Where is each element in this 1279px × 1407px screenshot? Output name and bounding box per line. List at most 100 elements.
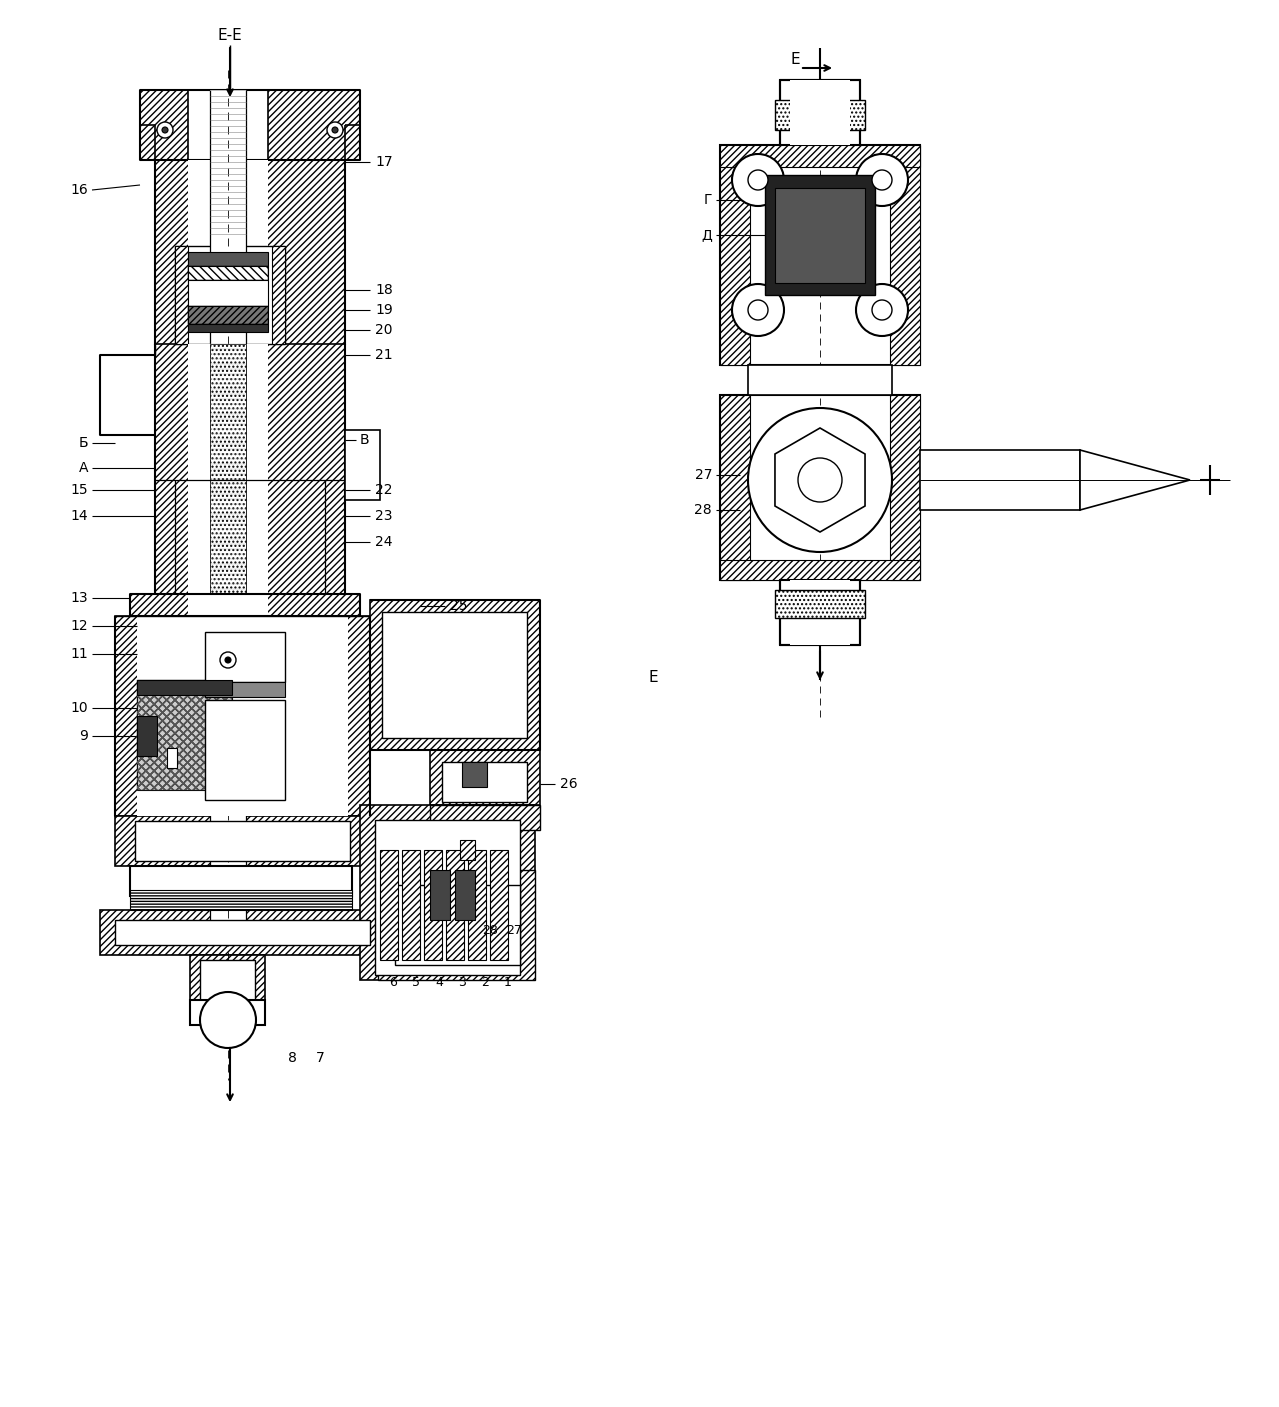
Text: 7: 7 xyxy=(316,1051,325,1065)
Bar xyxy=(890,395,920,580)
Bar xyxy=(130,891,352,910)
Circle shape xyxy=(748,170,767,190)
Circle shape xyxy=(732,284,784,336)
Text: Е-Е: Е-Е xyxy=(217,28,243,42)
Polygon shape xyxy=(775,428,865,532)
Text: 27: 27 xyxy=(694,469,712,483)
Circle shape xyxy=(225,657,231,663)
Bar xyxy=(155,343,345,594)
Circle shape xyxy=(856,153,908,205)
Bar xyxy=(382,612,527,739)
Bar xyxy=(402,850,420,960)
Bar xyxy=(115,920,370,946)
Text: Е: Е xyxy=(790,52,799,68)
Text: 16: 16 xyxy=(70,183,88,197)
Text: 12: 12 xyxy=(70,619,88,633)
Bar xyxy=(920,450,1079,509)
Text: 22: 22 xyxy=(375,483,393,497)
Bar xyxy=(780,80,859,145)
Text: 11: 11 xyxy=(70,647,88,661)
Text: 26: 26 xyxy=(560,777,578,791)
Text: 23: 23 xyxy=(375,509,393,523)
Bar xyxy=(130,865,352,896)
Bar xyxy=(188,280,269,305)
Bar xyxy=(191,1000,265,1026)
Bar xyxy=(380,850,398,960)
Text: Д: Д xyxy=(701,228,712,242)
Circle shape xyxy=(872,170,891,190)
Text: 6: 6 xyxy=(389,975,396,989)
Circle shape xyxy=(162,127,168,134)
Bar xyxy=(188,324,269,332)
Text: Е: Е xyxy=(648,671,657,685)
Bar xyxy=(720,560,920,580)
Bar xyxy=(790,580,851,644)
Bar xyxy=(720,395,920,580)
Circle shape xyxy=(748,300,767,319)
Bar xyxy=(462,763,487,787)
Text: А: А xyxy=(78,461,88,476)
Bar xyxy=(780,580,859,644)
Polygon shape xyxy=(1079,450,1189,509)
Circle shape xyxy=(200,992,256,1048)
Bar xyxy=(137,680,231,789)
Bar xyxy=(136,822,350,861)
Text: 24: 24 xyxy=(375,535,393,549)
Text: В: В xyxy=(359,433,370,447)
Circle shape xyxy=(872,300,891,319)
Bar xyxy=(139,90,359,160)
Bar xyxy=(205,682,285,696)
Bar xyxy=(890,145,920,364)
Text: Б: Б xyxy=(78,436,88,450)
Bar xyxy=(191,955,265,1005)
Bar xyxy=(790,80,851,145)
Bar xyxy=(137,616,348,816)
Bar xyxy=(430,750,540,805)
Bar xyxy=(205,632,285,682)
Bar xyxy=(188,305,269,324)
Bar xyxy=(455,870,475,920)
Circle shape xyxy=(220,651,237,668)
Bar xyxy=(460,840,475,860)
Text: 28: 28 xyxy=(694,502,712,516)
Circle shape xyxy=(798,459,842,502)
Text: 10: 10 xyxy=(70,701,88,715)
Bar xyxy=(720,145,920,364)
Bar xyxy=(115,816,370,865)
Text: 15: 15 xyxy=(70,483,88,497)
Bar xyxy=(443,763,527,802)
Bar xyxy=(765,174,875,295)
Bar xyxy=(720,395,749,580)
Text: 2: 2 xyxy=(481,975,489,989)
Bar xyxy=(100,910,385,955)
Text: 19: 19 xyxy=(375,303,393,317)
Bar xyxy=(168,749,177,768)
Bar xyxy=(720,145,920,167)
Bar xyxy=(775,100,865,129)
Circle shape xyxy=(333,127,338,134)
Bar xyxy=(137,680,231,789)
Bar xyxy=(137,680,231,695)
Bar xyxy=(188,252,269,266)
Bar xyxy=(490,850,508,960)
Bar xyxy=(345,431,380,499)
Bar xyxy=(370,599,540,750)
Text: 1: 1 xyxy=(504,975,512,989)
Text: 21: 21 xyxy=(375,348,393,362)
Circle shape xyxy=(327,122,343,138)
Text: 5: 5 xyxy=(412,975,420,989)
Bar xyxy=(130,594,359,616)
Bar xyxy=(210,343,246,594)
Text: 28: 28 xyxy=(482,923,498,937)
Text: 18: 18 xyxy=(375,283,393,297)
Bar xyxy=(188,343,269,594)
Bar xyxy=(155,160,345,345)
Bar xyxy=(430,870,450,920)
Bar xyxy=(205,701,285,801)
Circle shape xyxy=(732,153,784,205)
Text: 3: 3 xyxy=(458,975,466,989)
Bar xyxy=(188,266,269,280)
Circle shape xyxy=(748,408,891,552)
Bar xyxy=(175,246,188,343)
Bar xyxy=(115,616,370,816)
